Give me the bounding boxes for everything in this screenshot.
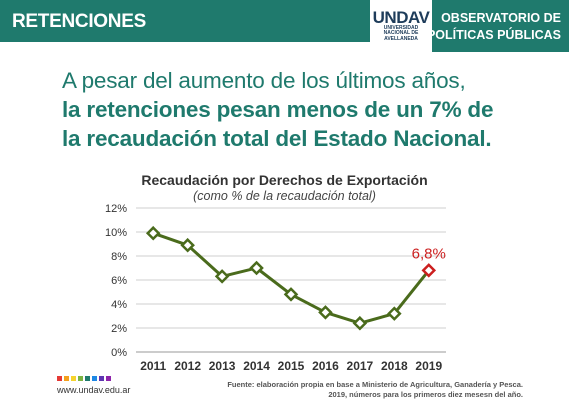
x-tick-label: 2018: [381, 359, 408, 373]
header-green-band-right: [432, 0, 569, 52]
logo-national-line: NACIONAL DE: [383, 30, 419, 37]
data-point: [214, 269, 230, 284]
data-point: [352, 315, 368, 331]
color-dot: [92, 376, 97, 381]
headline-line-1: A pesar del aumento de los últimos años,: [62, 68, 466, 93]
y-tick-label: 2%: [111, 323, 127, 335]
logo-avellaneda-line: AVELLANEDA: [384, 35, 418, 42]
source-line-1: Fuente: elaboración propia en base a Min…: [227, 380, 523, 389]
x-tick-label: 2019: [415, 359, 442, 373]
y-tick-label: 12%: [105, 203, 127, 215]
y-tick-label: 6%: [111, 275, 127, 287]
headline-line-2: la retenciones pesan menos de un 7% de: [62, 97, 494, 122]
y-tick-label: 8%: [111, 251, 127, 263]
data-point: [421, 263, 437, 278]
data-point: [180, 237, 195, 253]
header-bar: RETENCIONES UNDAV UNIVERSIDAD NACIONAL D…: [0, 0, 569, 52]
brand-color-dots: [57, 376, 111, 381]
color-dot: [78, 376, 83, 381]
color-dot: [71, 376, 76, 381]
color-dot: [64, 376, 69, 381]
source-note: Fuente: elaboración propia en base a Min…: [227, 380, 523, 400]
logo-university-line: UNIVERSIDAD: [383, 24, 419, 31]
y-tick-label: 4%: [111, 299, 127, 311]
color-dot: [85, 376, 90, 381]
data-point: [318, 305, 333, 320]
headline: A pesar del aumento de los últimos años,…: [62, 66, 532, 153]
x-tick-label: 2013: [209, 359, 236, 373]
data-label: 6,8%: [412, 245, 446, 262]
x-tick-label: 2012: [174, 359, 201, 373]
data-point: [249, 260, 264, 276]
source-line-2: 2019, números para los primeros diez mes…: [328, 390, 523, 399]
observatory-line-2: POLÍTICAS PÚBLICAS: [426, 28, 561, 42]
section-label: RETENCIONES: [12, 11, 146, 32]
header-green-band-left: [0, 0, 370, 42]
website-link[interactable]: www.undav.edu.ar: [57, 385, 131, 395]
chart-title: Recaudación por Derechos de Exportación: [141, 172, 428, 188]
data-point: [387, 306, 402, 321]
observatory-title: OBSERVATORIO DE POLÍTICAS PÚBLICAS: [427, 10, 561, 44]
undav-logo: UNDAV UNIVERSIDAD NACIONAL DE AVELLANEDA: [370, 0, 432, 52]
data-point: [145, 225, 161, 241]
color-dot: [99, 376, 104, 381]
data-point: [283, 287, 299, 302]
logo-mark: UNDAV: [372, 7, 430, 27]
series-line: [152, 231, 430, 325]
headline-line-3: la recaudación total del Estado Nacional…: [62, 126, 492, 151]
x-tick-label: 2015: [278, 359, 305, 373]
y-tick-label: 0%: [111, 347, 127, 359]
x-tick-label: 2016: [312, 359, 339, 373]
observatory-line-1: OBSERVATORIO DE: [441, 11, 561, 25]
x-tick-label: 2014: [243, 359, 270, 373]
x-tick-label: 2011: [140, 359, 166, 373]
chart-subtitle: (como % de la recaudación total): [193, 189, 376, 203]
x-tick-label: 2017: [347, 359, 374, 373]
color-dot: [106, 376, 111, 381]
color-dot: [57, 376, 62, 381]
y-tick-label: 10%: [105, 227, 127, 239]
